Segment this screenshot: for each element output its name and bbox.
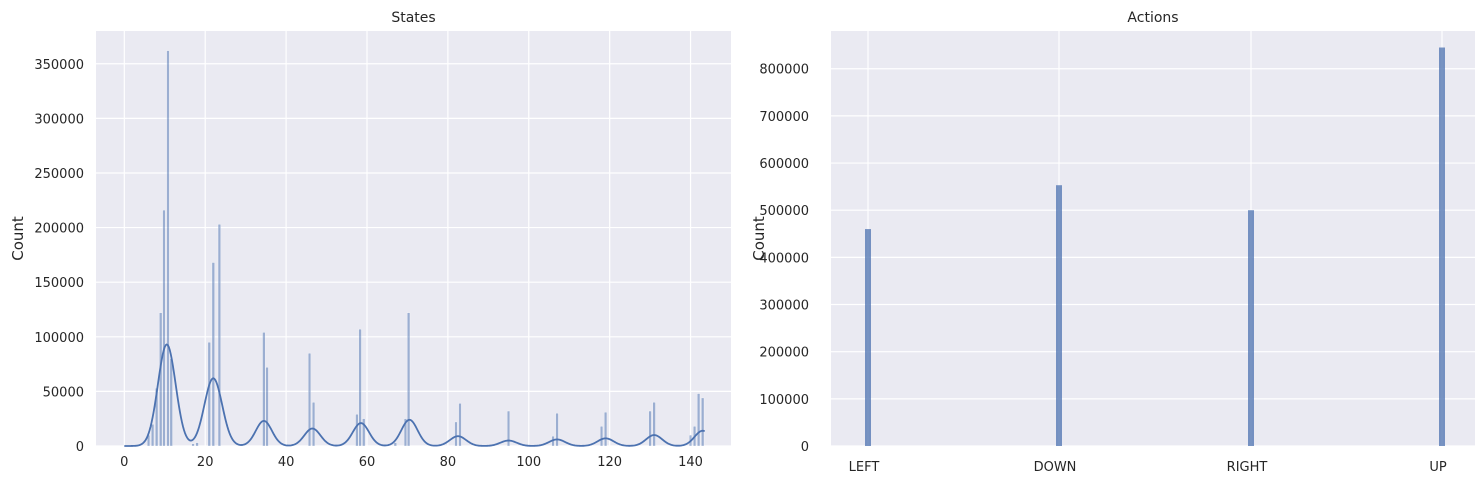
actions-panel: LEFT DOWN RIGHT UP 0 100000 200000 300000 40000… (750, 10, 1475, 475)
states-x-tick-label: 40 (278, 455, 295, 470)
actions-bar (865, 229, 871, 446)
states-bar (159, 312, 163, 447)
states-bar (162, 209, 166, 447)
states-bar (555, 413, 559, 447)
states-bar (169, 358, 173, 447)
states-grid (96, 31, 731, 447)
actions-y-tick-label: 500000 (759, 204, 809, 219)
actions-y-tick-label: 600000 (759, 157, 809, 172)
states-plot-area (96, 31, 731, 446)
states-bar (207, 342, 211, 447)
states-x-tick-label: 100 (516, 455, 541, 470)
states-y-ticks: 0 50000 100000 150000 200000 250000 300000 3500… (34, 58, 84, 455)
states-bar (166, 50, 170, 447)
actions-y-tick-label: 700000 (759, 110, 809, 125)
actions-x-tick-label: LEFT (849, 460, 880, 475)
states-bar (600, 426, 604, 447)
states-y-tick-label: 100000 (34, 331, 84, 346)
states-bar (262, 332, 266, 447)
actions-title: Actions (1127, 10, 1178, 26)
actions-x-tick-label: DOWN (1034, 460, 1077, 475)
states-bar (355, 414, 359, 447)
states-panel: 0 20 40 60 80 100 120 140 0 50000 100000 150000 200… (9, 10, 731, 470)
states-bar (407, 312, 411, 447)
states-kde-line (124, 343, 706, 447)
actions-bars (865, 47, 1445, 447)
states-x-tick-label: 0 (120, 455, 128, 470)
states-y-tick-label: 0 (76, 440, 84, 455)
states-bar (652, 402, 656, 447)
actions-y-tick-label: 0 (801, 440, 809, 455)
states-bar (697, 393, 701, 447)
states-y-tick-label: 150000 (34, 276, 84, 291)
states-bar (701, 397, 705, 447)
actions-x-ticks: LEFT DOWN RIGHT UP (849, 460, 1447, 475)
states-x-tick-label: 60 (359, 455, 376, 470)
actions-y-tick-label: 100000 (759, 393, 809, 408)
actions-bar (1248, 210, 1254, 446)
actions-x-tick-label: UP (1429, 460, 1447, 475)
states-bar (265, 367, 269, 447)
actions-y-tick-label: 200000 (759, 346, 809, 361)
states-bars (147, 50, 705, 447)
states-x-tick-label: 20 (197, 455, 214, 470)
states-bar (362, 418, 366, 447)
states-bar (648, 410, 652, 447)
states-y-axis-label: Count (9, 216, 27, 261)
states-y-tick-label: 300000 (34, 112, 84, 127)
actions-y-tick-label: 800000 (759, 63, 809, 78)
actions-y-tick-label: 400000 (759, 251, 809, 266)
states-bar (454, 421, 458, 447)
states-bar (191, 443, 195, 447)
states-x-tick-label: 140 (678, 455, 703, 470)
actions-bar (1439, 47, 1445, 447)
actions-x-tick-label: RIGHT (1227, 460, 1268, 475)
states-y-tick-label: 200000 (34, 222, 84, 237)
states-bar (507, 410, 510, 447)
states-bar (312, 402, 316, 447)
actions-y-tick-label: 300000 (759, 299, 809, 314)
states-bar (217, 224, 221, 447)
states-bar (604, 411, 608, 447)
states-x-ticks: 0 20 40 60 80 100 120 140 (120, 455, 703, 470)
states-bar (195, 442, 199, 447)
states-bar (403, 418, 407, 447)
states-bar (308, 353, 312, 447)
states-bar (358, 328, 362, 447)
states-bar (211, 262, 215, 447)
states-y-tick-label: 50000 (43, 385, 84, 400)
actions-y-axis-label: Count (750, 216, 768, 261)
states-bar (151, 424, 155, 447)
states-x-tick-label: 80 (440, 455, 457, 470)
states-y-tick-label: 350000 (34, 58, 84, 73)
states-title: States (391, 10, 435, 26)
states-x-tick-label: 120 (597, 455, 622, 470)
states-bar (393, 442, 397, 447)
actions-plot-area (831, 31, 1475, 446)
actions-bar (1056, 185, 1062, 447)
states-bar (458, 403, 462, 447)
states-y-tick-label: 250000 (34, 167, 84, 182)
actions-y-ticks: 0 100000 200000 300000 400000 500000 600000 700… (759, 63, 809, 455)
